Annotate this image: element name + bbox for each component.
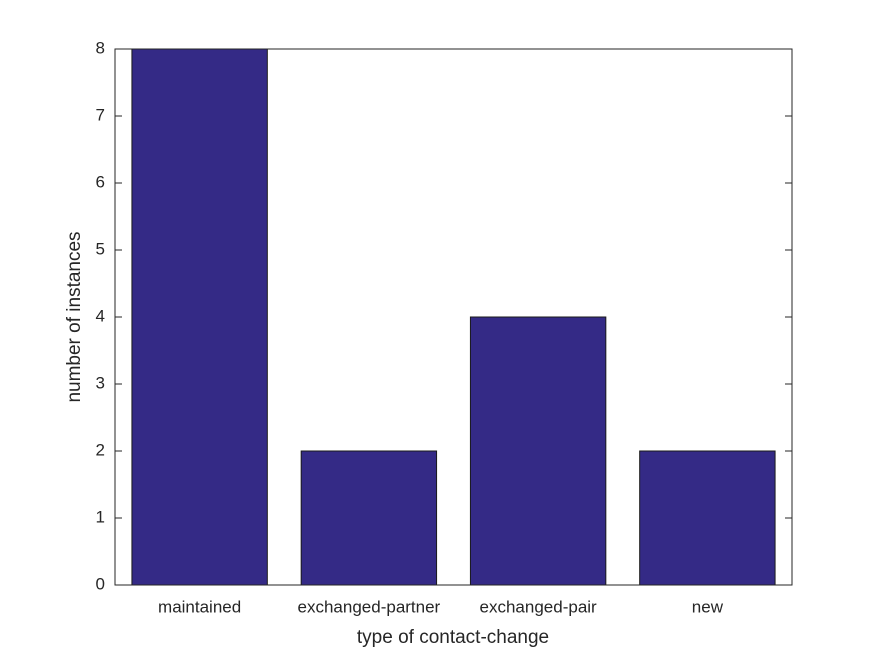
bar — [639, 450, 776, 586]
y-tick-label: 2 — [96, 440, 105, 459]
bar — [131, 48, 268, 586]
bar — [469, 316, 607, 586]
y-tick-label: 7 — [96, 105, 105, 124]
x-tick-label: maintained — [158, 597, 241, 616]
x-tick-label: exchanged-pair — [480, 597, 598, 616]
y-tick-label: 6 — [96, 172, 105, 191]
x-axis-label: type of contact-change — [357, 627, 549, 648]
y-tick-label: 0 — [96, 574, 105, 593]
y-tick-label: 1 — [96, 507, 105, 526]
bar — [300, 450, 438, 586]
y-tick-label: 8 — [96, 38, 105, 57]
y-axis-label: number of instances — [64, 231, 85, 402]
y-tick-label: 5 — [96, 239, 105, 258]
y-tick-label: 4 — [96, 306, 105, 325]
y-tick-label: 3 — [96, 373, 105, 392]
x-tick-label: exchanged-partner — [298, 597, 441, 616]
x-tick-label: new — [692, 597, 724, 616]
